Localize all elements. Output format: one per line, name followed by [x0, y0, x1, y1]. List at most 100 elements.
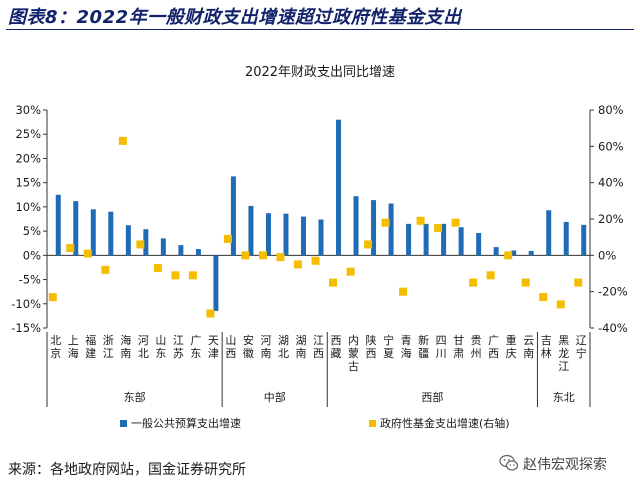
category-label: 四川 [436, 334, 447, 360]
right-tick-label: 80% [598, 103, 624, 117]
right-tick-label: 60% [598, 139, 624, 153]
dot-fund-spending [293, 260, 302, 269]
bar-general-budget [423, 223, 429, 256]
category-label: 宁夏 [383, 333, 394, 360]
category-label: 江西 [313, 334, 324, 360]
group-label: 西部 [421, 390, 443, 404]
bar-general-budget [511, 250, 517, 256]
left-tick-label: 5% [23, 224, 41, 238]
dot-fund-spending [206, 309, 215, 318]
dot-fund-spending [451, 218, 460, 227]
legend-swatch-bar [120, 420, 127, 427]
group-label: 东北 [553, 391, 575, 404]
category-label: 福建 [85, 333, 96, 360]
dot-fund-spending [188, 271, 197, 280]
bar-general-budget [371, 200, 377, 256]
category-label: 安徽 [243, 333, 254, 360]
bar-general-budget [125, 225, 131, 256]
left-tick-label: 10% [15, 200, 41, 214]
bar-general-budget [546, 210, 552, 256]
right-tick-label: 0% [598, 248, 616, 262]
figure-title: 图表8：2022年一般财政支出增速超过政府性基金支出 [8, 7, 462, 28]
bar-general-budget [248, 205, 254, 256]
bar-general-budget [143, 229, 149, 256]
bar-general-budget [528, 250, 534, 256]
category-label: 河北 [138, 334, 149, 360]
bar-general-budget [336, 119, 342, 256]
dot-fund-spending [136, 240, 145, 249]
left-tick-label: -5% [19, 273, 41, 287]
dot-fund-spending [346, 267, 355, 276]
category-label: 青海 [401, 334, 412, 360]
left-tick-label: 25% [15, 127, 41, 141]
bar-general-budget [406, 223, 412, 256]
left-tick-label: 0% [23, 248, 41, 262]
legend-label-bar: 一般公共预算支出增速 [131, 416, 241, 430]
right-tick-label: -40% [598, 321, 628, 335]
legend-swatch-dot [369, 420, 376, 427]
dot-fund-spending [486, 271, 495, 280]
left-tick-label: -10% [11, 297, 41, 311]
bar-general-budget [160, 238, 166, 256]
bar-general-budget [283, 213, 289, 256]
right-tick-label: 40% [598, 176, 624, 190]
bar-general-budget [73, 201, 79, 256]
category-label: 广东 [190, 334, 201, 360]
category-label: 重庆 [506, 333, 517, 360]
bar-general-budget [476, 233, 482, 256]
bar-general-budget [230, 176, 236, 256]
bar-general-budget [353, 196, 359, 256]
left-tick-label: -15% [11, 321, 41, 335]
category-label: 江苏 [173, 334, 184, 360]
category-label: 贵州 [471, 334, 482, 360]
category-label: 浙江 [103, 334, 114, 360]
legend-label-dot: 政府性基金支出增速(右轴) [380, 416, 510, 430]
bar-general-budget [108, 211, 114, 256]
dot-fund-spending [83, 249, 92, 258]
bar-general-budget [493, 247, 499, 256]
dot-fund-spending [469, 278, 478, 287]
dot-fund-spending [223, 234, 232, 243]
bar-general-budget [563, 221, 569, 256]
dot-fund-spending [574, 278, 583, 287]
group-label: 东部 [124, 390, 146, 404]
category-label: 广西 [488, 334, 499, 360]
category-label: 内蒙古 [348, 333, 359, 373]
category-label: 吉林 [541, 334, 552, 360]
bar-general-budget [441, 223, 447, 256]
figure-header: 图表8：2022年一般财政支出增速超过政府性基金支出 [0, 0, 640, 30]
dot-fund-spending [416, 216, 425, 225]
dot-fund-spending [399, 287, 408, 296]
category-label: 北京 [50, 334, 61, 360]
chart-title: 2022年财政支出同比增速 [245, 65, 395, 80]
bar-general-budget [90, 209, 96, 256]
dot-fund-spending [329, 278, 338, 287]
header-rule [6, 29, 634, 30]
dot-fund-spending [258, 251, 267, 260]
category-label: 西藏 [331, 334, 342, 360]
category-label: 黑龙江 [558, 334, 569, 373]
category-label: 甘肃 [453, 334, 464, 360]
dot-fund-spending [276, 253, 285, 262]
dot-fund-spending [48, 293, 57, 302]
category-label: 湖南 [295, 334, 306, 360]
source-note: 来源：各地政府网站，国金证券研究所 [8, 462, 246, 478]
bar-general-budget [458, 227, 464, 256]
bar-general-budget [55, 194, 61, 256]
category-label: 海南 [120, 333, 131, 360]
dot-fund-spending [101, 265, 110, 274]
category-label: 天津 [208, 334, 219, 360]
dot-fund-spending [311, 256, 320, 265]
bar-general-budget [388, 203, 394, 256]
dot-fund-spending [241, 251, 250, 260]
dot-fund-spending [539, 293, 548, 302]
dot-fund-spending [171, 271, 180, 280]
wechat-icon [499, 454, 519, 471]
bar-general-budget [581, 224, 587, 256]
dot-fund-spending [434, 224, 443, 233]
dot-fund-spending [66, 244, 75, 253]
bar-general-budget [300, 216, 306, 256]
category-label: 山东 [155, 334, 166, 360]
group-label: 中部 [264, 390, 286, 404]
category-label: 陕西 [366, 333, 377, 360]
